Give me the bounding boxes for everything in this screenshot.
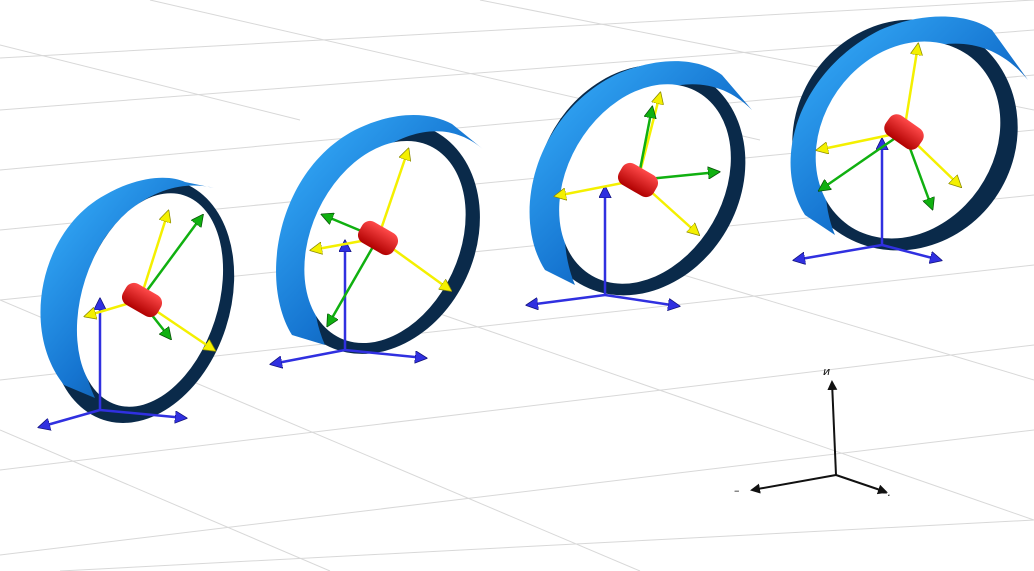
wheel-rim <box>276 114 484 345</box>
frame-yellow-up <box>138 212 168 301</box>
frame-green-left <box>820 130 905 190</box>
frame-green-down <box>328 237 380 325</box>
wheel-rim <box>40 177 214 398</box>
frame-yellow-up <box>902 45 918 133</box>
hub <box>121 282 163 318</box>
body-axis-left <box>795 243 883 260</box>
wheel-2[interactable] <box>243 89 517 387</box>
wheel-3[interactable] <box>493 26 786 334</box>
body-axis-right <box>99 408 185 418</box>
hub <box>617 162 659 198</box>
world-axis-up <box>827 380 838 476</box>
body-axis-left <box>40 408 101 427</box>
world-axis-right <box>835 474 888 495</box>
body-axis-right <box>344 348 425 358</box>
wheel-rim <box>529 61 752 286</box>
body-axis-right <box>604 293 678 306</box>
body-axis-left <box>272 348 346 364</box>
hub <box>357 220 399 256</box>
axis-label-up: и <box>823 365 830 378</box>
hub <box>884 114 924 150</box>
wheel-1[interactable] <box>20 155 265 447</box>
axis-label-right: –. <box>882 486 891 499</box>
world-axis-triad: и – –. <box>734 365 891 499</box>
frame-green-up <box>138 216 202 301</box>
wheel-4[interactable] <box>747 0 1034 295</box>
frame-yellow-up <box>376 150 408 239</box>
wheel-rim <box>790 16 1028 235</box>
body-axis-right <box>881 243 940 260</box>
body-axis-left <box>528 293 606 305</box>
world-axis-left <box>750 474 837 494</box>
axis-label-left: – <box>734 484 740 497</box>
